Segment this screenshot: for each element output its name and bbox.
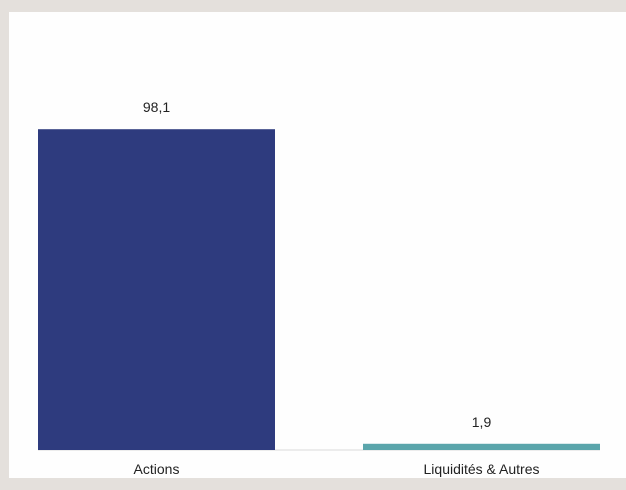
value-label-actions: 98,1 [143,99,170,115]
bar-liquidites-autres [363,443,600,450]
x-tick-label-liquidites-autres: Liquidités & Autres [424,461,540,477]
x-tick-label-actions: Actions [134,461,180,477]
value-label-liquidites-autres: 1,9 [472,414,492,430]
bar-actions [38,129,275,450]
